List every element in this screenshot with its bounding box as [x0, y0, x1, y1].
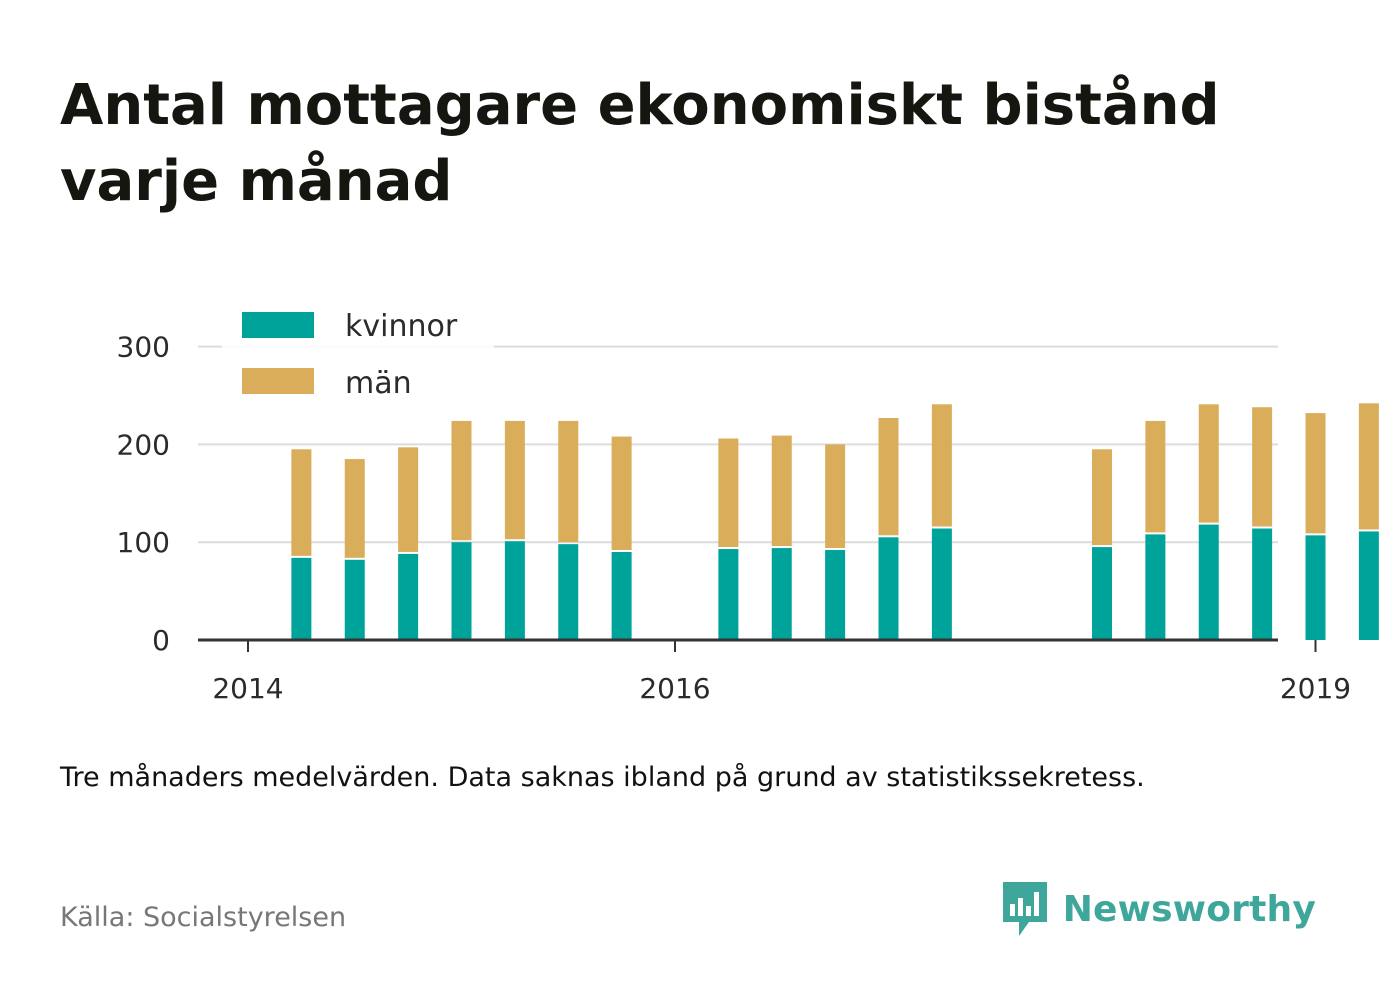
bar-man — [344, 459, 365, 558]
bar-man — [718, 438, 739, 548]
bar-man — [825, 444, 846, 549]
bars — [291, 403, 1379, 640]
bar-man — [1252, 407, 1273, 527]
x-tick-label: 2016 — [639, 672, 710, 705]
bar-kvinnor — [1145, 534, 1166, 640]
legend-label-kvinnor: kvinnor — [345, 309, 458, 344]
bar-kvinnor — [771, 548, 792, 640]
legend-swatch-man — [242, 368, 314, 394]
bar-kvinnor — [558, 544, 579, 640]
bar-man — [931, 404, 952, 527]
bar-kvinnor — [878, 537, 899, 640]
y-tick-label: 300 — [117, 331, 170, 364]
legend: kvinnor män — [222, 300, 494, 408]
bar-man — [878, 417, 899, 536]
bar-man — [1358, 403, 1379, 530]
bar-kvinnor — [1092, 547, 1112, 640]
chart-title: Antal mottagare ekonomiskt bistånd varje… — [60, 73, 1220, 214]
bar-kvinnor — [1305, 535, 1326, 640]
y-tick-label: 100 — [117, 526, 170, 559]
bar-man — [1092, 449, 1112, 546]
brand-name: Newsworthy — [1062, 888, 1316, 930]
axes: 010020030020142016201920212023 — [117, 331, 1352, 705]
bar-man — [1145, 420, 1166, 533]
bar-man — [771, 435, 792, 547]
bar-man — [558, 420, 579, 543]
y-tick-label: 200 — [117, 428, 170, 461]
source-credit: Källa: Socialstyrelsen — [60, 902, 347, 933]
bar-kvinnor — [504, 541, 525, 640]
bar-man — [451, 420, 472, 541]
bar-kvinnor — [291, 557, 312, 640]
chart-note: Tre månaders medelvärden. Data saknas ib… — [60, 762, 1145, 793]
bar-kvinnor — [1358, 531, 1379, 640]
bar-kvinnor — [1198, 524, 1219, 640]
bar-kvinnor — [398, 553, 419, 640]
bar-man — [398, 447, 419, 552]
bar-kvinnor — [718, 549, 739, 640]
bar-kvinnor — [611, 551, 632, 640]
brand-logo[interactable]: Newsworthy — [999, 878, 1316, 940]
legend-swatch-kvinnor — [242, 312, 314, 338]
bar-man — [1305, 413, 1326, 534]
bar-man — [504, 420, 525, 540]
bar-man — [1198, 404, 1219, 523]
x-tick-label: 2014 — [212, 672, 283, 705]
bar-man — [291, 449, 312, 556]
bar-kvinnor — [344, 559, 365, 640]
bar-chart-speech-bubble-icon — [1002, 882, 1047, 936]
legend-label-man: män — [345, 366, 412, 401]
x-tick-label: 2019 — [1280, 672, 1351, 705]
bar-man — [611, 436, 632, 550]
bar-kvinnor — [1252, 528, 1273, 640]
bar-kvinnor — [825, 550, 846, 640]
y-tick-label: 0 — [152, 624, 170, 657]
bar-kvinnor — [931, 528, 952, 640]
bar-kvinnor — [451, 542, 472, 640]
